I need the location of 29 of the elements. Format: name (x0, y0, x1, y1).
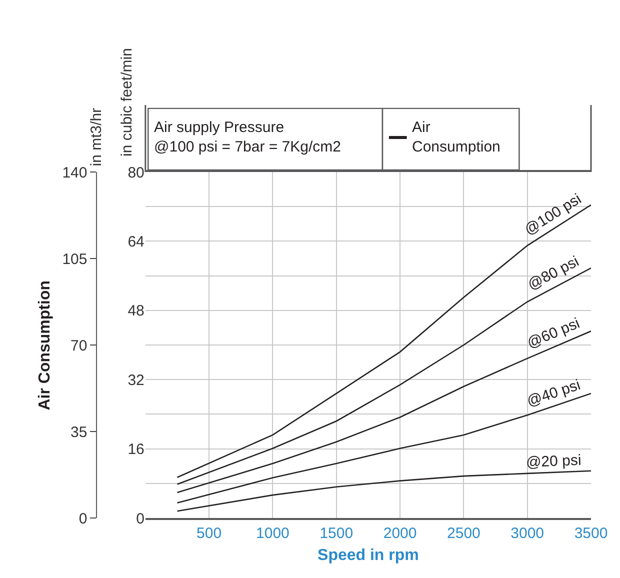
y2-tick-label: 105 (62, 250, 88, 268)
x-tick-label: 500 (196, 524, 222, 542)
y-tick-label: 16 (128, 441, 144, 458)
text: Air supply Pressure @100 psi = 7bar = 7Kg/cm2 (154, 119, 342, 156)
y-tick-label: 0 (136, 510, 144, 528)
y-tick-label: 32 (128, 372, 144, 389)
line-series (176, 470, 591, 512)
x-tick-label: 3000 (510, 524, 544, 542)
x-tick-label: 3500 (574, 524, 608, 542)
series-label: @20 psi (526, 452, 582, 472)
y-tick-label: 64 (128, 233, 144, 250)
y2-tick-label: 70 (70, 337, 88, 354)
text: Air Consumption (36, 280, 54, 410)
x-tick-label: 1000 (256, 524, 290, 542)
text: @80 psi (524, 253, 582, 294)
x-tick-label: 2500 (447, 524, 480, 542)
x-tick-label: 1500 (320, 524, 354, 542)
text: Air Consumption (412, 119, 500, 156)
text: @40 psi (524, 376, 583, 410)
y2-tick-label: 0 (78, 510, 88, 528)
x-axis-title: Speed in rpm (318, 546, 419, 564)
y2-tick-label: 140 (62, 164, 88, 182)
text: @60 psi (524, 314, 582, 352)
y-tick-label: 48 (128, 302, 144, 320)
y2-tick-label: 35 (70, 424, 88, 441)
y-tick-label: 80 (128, 164, 144, 182)
x-tick-label: 2000 (383, 524, 417, 542)
y-axis-title: in cubic feet/min (118, 48, 136, 156)
y2-axis-title: in mt3/hr (88, 108, 106, 166)
